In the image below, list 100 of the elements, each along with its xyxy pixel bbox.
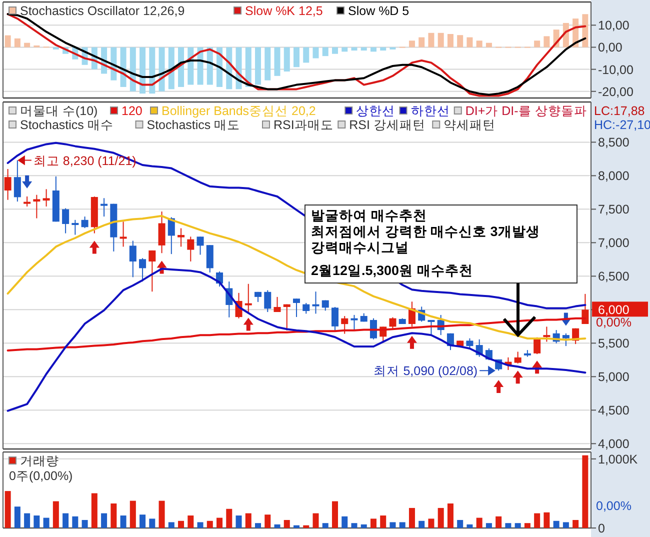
legend-label: Slow %K 12,5 [245,4,323,18]
bar [572,520,579,528]
bar [553,520,560,528]
bar [264,514,271,528]
bar [91,493,98,528]
y-tick-label: 7,000 [598,236,630,250]
bar [312,47,319,58]
bar [24,513,30,528]
point [512,370,523,384]
candlestick [100,198,108,218]
legend-label: 거래량 [20,454,59,468]
bar [486,42,492,48]
bar [505,523,512,528]
point [406,336,417,349]
bar [457,520,464,528]
bar [370,47,376,52]
point [89,240,100,254]
bar [534,513,540,528]
bar [72,516,78,528]
bar [14,38,20,48]
bar [168,522,174,528]
y-tick-label: 4,000 [598,437,630,452]
legend-label: 상한선 [356,104,396,118]
bar [149,47,156,94]
text: 0,00% [596,316,632,330]
bar [4,491,11,528]
bar [34,515,40,528]
bar [418,37,425,48]
bar [360,524,367,528]
candlestick [274,296,281,313]
candlestick [72,219,79,236]
point [494,380,504,394]
bar [120,515,126,528]
bar [255,523,262,528]
y-tick-label: 0,00 [598,40,622,55]
bar [428,32,434,48]
bar [582,455,588,528]
point [22,175,32,188]
bar [274,47,280,76]
candlestick [302,302,310,314]
bar [255,47,262,85]
annotation: 최저 5,090 (02/08) [374,364,478,378]
candlestick [543,326,550,342]
candlestick [62,208,70,234]
bar [408,508,415,528]
bar [390,522,396,528]
bar [140,514,146,528]
bar [43,518,50,528]
y-tick-label: 8,500 [598,136,630,150]
candlestick [264,290,272,313]
bar [351,523,358,528]
bar [582,14,588,48]
bar [544,512,550,528]
bar [496,516,502,528]
candlestick [466,338,474,349]
candlestick [4,168,12,200]
bar [284,47,290,72]
bar [447,34,454,48]
bar [197,522,204,528]
y-tick-label: -10,00 [598,62,634,77]
bar [342,516,348,528]
annotation: RSI 강세패턴 [349,118,426,132]
candlestick [244,283,252,314]
annotation: Stochastics 매도 [146,118,240,132]
bar [82,520,88,528]
candlestick [293,298,300,318]
bar [466,37,473,48]
legend-label: 120 [122,104,142,118]
bar [62,513,69,528]
text: 0,00% [596,499,632,513]
bar [466,524,473,528]
candlestick [158,211,166,254]
annotation: 0주(0,00%) [9,469,73,483]
candlestick [206,244,214,273]
candlestick [148,250,156,292]
candlestick [582,293,589,324]
y-tick-label: 7,500 [598,202,630,217]
candlestick [33,194,40,219]
legend-label: Slow %D 5 [348,4,410,18]
annotation: RSI과매도 [274,118,334,132]
bar [130,500,136,528]
candlestick [350,314,358,331]
candlestick [341,316,348,334]
candlestick [187,236,194,262]
bar [332,501,338,528]
bar [206,520,213,528]
bar [524,523,530,528]
bar [149,518,156,528]
candlestick [24,196,31,207]
bar [360,47,367,51]
y-tick-label: 6,000 [598,303,630,318]
annotation: 최고 8,230 (11/21) [33,154,136,168]
bar [110,503,117,528]
bar [140,47,146,94]
bar [216,518,223,528]
y-tick-label: -20,00 [598,84,634,99]
bar [380,515,386,528]
bar [274,524,280,528]
candlestick [14,160,21,202]
candlestick [389,316,396,329]
